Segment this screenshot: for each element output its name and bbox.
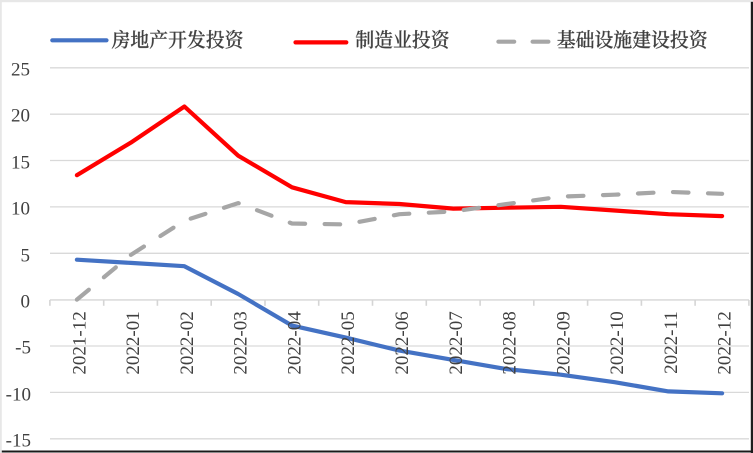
svg-text:2022-07: 2022-07 bbox=[446, 311, 467, 374]
svg-text:2022-09: 2022-09 bbox=[553, 311, 574, 374]
svg-text:0: 0 bbox=[21, 291, 31, 312]
svg-text:2022-06: 2022-06 bbox=[392, 311, 413, 374]
svg-text:2022-10: 2022-10 bbox=[607, 311, 628, 374]
svg-text:-10: -10 bbox=[6, 384, 31, 405]
svg-text:2022-05: 2022-05 bbox=[338, 311, 359, 374]
svg-text:15: 15 bbox=[11, 152, 30, 173]
svg-text:2022-01: 2022-01 bbox=[123, 311, 144, 374]
svg-text:10: 10 bbox=[11, 198, 30, 219]
svg-text:-15: -15 bbox=[6, 430, 31, 451]
svg-text:2022-02: 2022-02 bbox=[177, 311, 198, 374]
svg-text:5: 5 bbox=[21, 245, 31, 266]
svg-text:2022-12: 2022-12 bbox=[715, 311, 736, 374]
svg-text:2022-04: 2022-04 bbox=[285, 311, 306, 375]
svg-text:2022-08: 2022-08 bbox=[500, 311, 521, 374]
svg-text:25: 25 bbox=[11, 59, 30, 80]
svg-text:20: 20 bbox=[11, 105, 30, 126]
svg-text:2021-12: 2021-12 bbox=[69, 311, 90, 374]
svg-text:2022-03: 2022-03 bbox=[231, 311, 252, 374]
svg-text:-5: -5 bbox=[15, 337, 31, 358]
svg-text:2022-11: 2022-11 bbox=[661, 311, 682, 374]
